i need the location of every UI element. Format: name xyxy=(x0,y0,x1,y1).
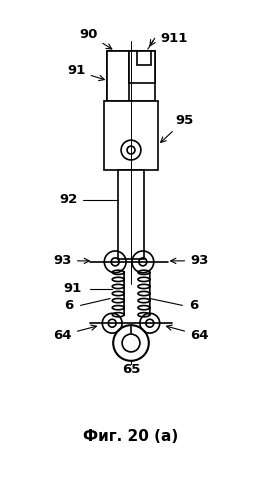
Text: 64: 64 xyxy=(53,325,96,342)
Bar xyxy=(137,51,151,65)
Text: Фиг. 20 (а): Фиг. 20 (а) xyxy=(83,430,179,445)
Text: 93: 93 xyxy=(171,254,209,267)
Bar xyxy=(129,51,155,83)
Text: 90: 90 xyxy=(79,28,112,49)
Text: 93: 93 xyxy=(53,254,89,267)
Text: 92: 92 xyxy=(59,193,78,206)
Bar xyxy=(107,51,129,101)
Text: 64: 64 xyxy=(167,325,209,342)
Text: 6: 6 xyxy=(189,299,198,312)
Text: 65: 65 xyxy=(122,363,140,376)
Text: 911: 911 xyxy=(161,32,188,45)
Text: 6: 6 xyxy=(64,299,73,312)
Bar xyxy=(118,170,144,259)
Text: 91: 91 xyxy=(67,64,104,80)
Text: 91: 91 xyxy=(63,282,82,295)
Text: 95: 95 xyxy=(161,114,194,142)
Bar xyxy=(104,101,158,170)
Bar xyxy=(107,51,155,101)
